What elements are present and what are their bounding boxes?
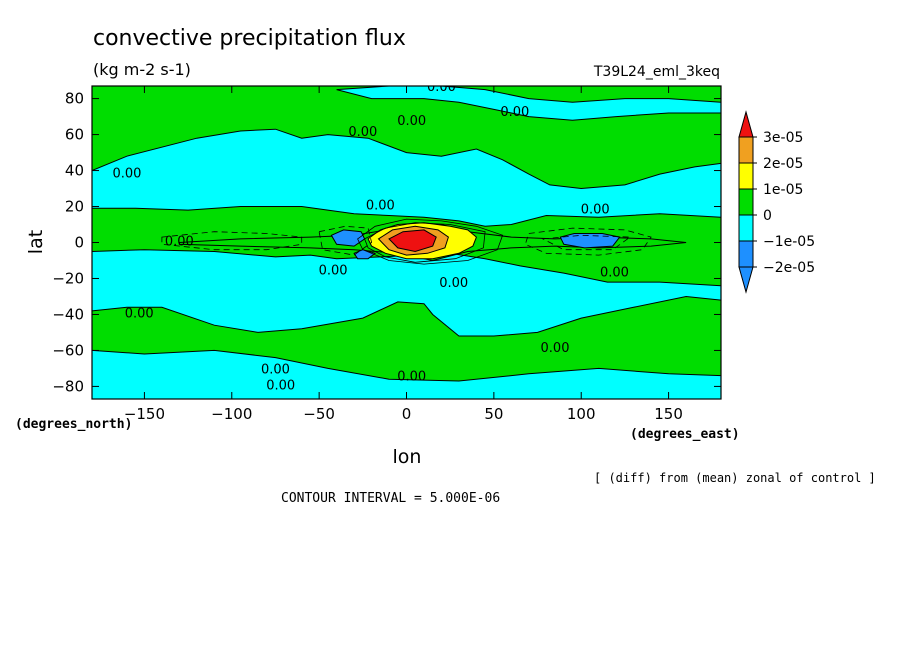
contour-label: 0.00 xyxy=(319,263,348,278)
legend-label: −2e-05 xyxy=(763,260,815,276)
x-unit-label: (degrees_east) xyxy=(630,427,740,442)
contour-label: 0.00 xyxy=(165,235,194,250)
legend-label: 3e-05 xyxy=(763,130,803,146)
contour-label: 0.00 xyxy=(600,265,629,280)
run-label: T39L24_eml_3keq xyxy=(593,64,720,80)
dashed-contour-line xyxy=(318,225,373,256)
contour-label: 0.00 xyxy=(541,341,570,356)
comparison-note: [ (diff) from (mean) zonal of control ] xyxy=(594,471,876,485)
solid-contour-line xyxy=(357,218,504,265)
legend-top-triangle xyxy=(738,110,754,138)
y-tick-label: 60 xyxy=(65,126,84,144)
y-tick-label: 20 xyxy=(65,198,84,216)
x-axis-label: lon xyxy=(393,446,422,468)
contour-region-blue xyxy=(353,249,377,260)
contour-region-cyan xyxy=(92,249,721,337)
legend-label: 2e-05 xyxy=(763,156,803,172)
contour-interval-label: CONTOUR INTERVAL = 5.000E-06 xyxy=(281,491,500,506)
contour-label: 0.00 xyxy=(439,276,468,291)
legend-label: 0 xyxy=(763,208,772,224)
y-tick-label: 0 xyxy=(74,234,84,252)
plot-area: 0.00 0.00 0.00 0.00 0.00 0.00 0.00 0.00 0.00 0.00… xyxy=(52,80,722,423)
dashed-contour-line xyxy=(161,231,303,251)
y-unit-label: (degrees_north) xyxy=(15,417,132,432)
legend-bottom-triangle xyxy=(738,266,754,294)
color-legend: 3e-05 2e-05 1e-05 0 −1e-05 −2e-05 xyxy=(738,110,815,294)
contour-label: 0.00 xyxy=(427,80,456,95)
contour-region-cyan xyxy=(92,349,721,399)
legend-label: −1e-05 xyxy=(763,234,815,250)
x-tick-label: −50 xyxy=(303,405,335,423)
x-tick-label: 150 xyxy=(654,405,683,423)
y-tick-label: −20 xyxy=(52,269,84,287)
chart-title: convective precipitation flux xyxy=(93,26,406,51)
y-tick-label: −60 xyxy=(52,341,84,359)
contour-label: 0.00 xyxy=(397,370,426,385)
contour-label: 0.00 xyxy=(112,166,141,181)
legend-swatch xyxy=(738,162,754,190)
contour-label: 0.00 xyxy=(581,202,610,217)
legend-swatch xyxy=(738,214,754,242)
contour-label: 0.00 xyxy=(348,125,377,140)
solid-contour-line xyxy=(364,222,486,263)
contour-label: 0.00 xyxy=(500,105,529,120)
contour-label: 0.00 xyxy=(125,307,154,322)
y-tick-label: −40 xyxy=(52,305,84,323)
contour-field: 0.00 0.00 0.00 0.00 0.00 0.00 0.00 0.00 0.00 0.00… xyxy=(92,80,721,399)
contour-label: 0.00 xyxy=(266,379,295,394)
contour-region-blue xyxy=(559,233,621,249)
y-tick-label: 80 xyxy=(65,90,84,108)
x-tick-label: −100 xyxy=(211,405,252,423)
contour-region-cyan xyxy=(336,86,721,121)
legend-swatch xyxy=(738,240,754,268)
x-tick-label: −150 xyxy=(124,405,165,423)
dashed-contour-line xyxy=(524,227,652,256)
y-tick-label: 40 xyxy=(65,162,84,180)
legend-swatch xyxy=(738,188,754,216)
dashed-contour-line xyxy=(541,234,632,251)
contour-region-cyan xyxy=(92,128,721,227)
y-axis-label: lat xyxy=(25,230,47,254)
legend-swatch xyxy=(738,136,754,164)
legend-label: 1e-05 xyxy=(763,182,803,198)
x-tick-label: 50 xyxy=(484,405,503,423)
chart-units: (kg m-2 s-1) xyxy=(93,60,191,79)
contour-label: 0.00 xyxy=(366,199,395,214)
contour-label: 0.00 xyxy=(261,362,290,377)
contour-label: 0.00 xyxy=(397,114,426,129)
y-tick-label: −80 xyxy=(52,377,84,395)
x-tick-label: 0 xyxy=(402,405,412,423)
x-tick-label: 100 xyxy=(567,405,596,423)
contour-region-red xyxy=(388,229,437,253)
